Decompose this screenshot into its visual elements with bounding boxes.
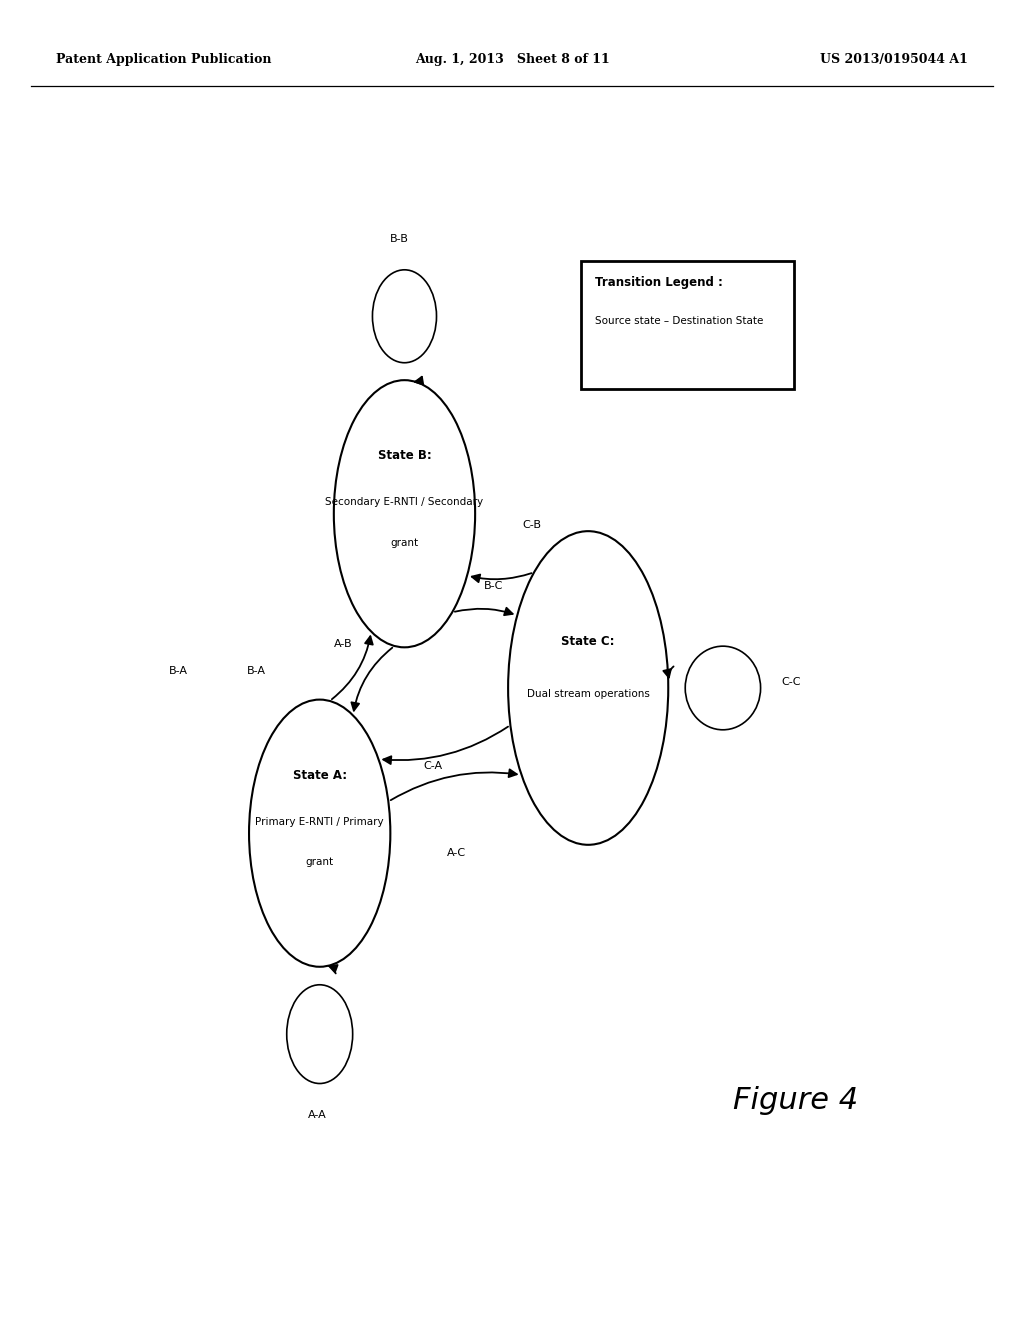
FancyArrowPatch shape [329, 965, 338, 973]
Text: C-A: C-A [423, 760, 442, 771]
Text: A-B: A-B [334, 639, 352, 649]
Text: B-A: B-A [169, 665, 187, 676]
Text: A-A: A-A [307, 1110, 327, 1119]
Text: Aug. 1, 2013   Sheet 8 of 11: Aug. 1, 2013 Sheet 8 of 11 [415, 53, 609, 66]
Text: Figure 4: Figure 4 [733, 1086, 858, 1115]
FancyArrowPatch shape [383, 726, 508, 764]
FancyBboxPatch shape [581, 260, 794, 389]
Text: C-C: C-C [781, 677, 801, 688]
Text: Dual stream operations: Dual stream operations [526, 689, 649, 698]
Text: US 2013/0195044 A1: US 2013/0195044 A1 [820, 53, 968, 66]
FancyArrowPatch shape [391, 770, 517, 800]
Ellipse shape [334, 380, 475, 647]
FancyArrowPatch shape [472, 573, 531, 582]
Ellipse shape [249, 700, 390, 966]
FancyArrowPatch shape [332, 636, 373, 700]
Text: grant: grant [305, 857, 334, 867]
FancyArrowPatch shape [415, 376, 423, 384]
Text: Patent Application Publication: Patent Application Publication [56, 53, 271, 66]
Text: B-C: B-C [484, 581, 504, 591]
Text: grant: grant [390, 537, 419, 548]
Text: State B:: State B: [378, 449, 431, 462]
Text: State A:: State A: [293, 768, 347, 781]
Text: A-C: A-C [446, 847, 466, 858]
Ellipse shape [373, 269, 436, 363]
Ellipse shape [685, 647, 761, 730]
FancyArrowPatch shape [351, 648, 392, 710]
Text: State C:: State C: [561, 635, 615, 648]
Text: Primary E-RNTI / Primary: Primary E-RNTI / Primary [255, 817, 384, 826]
Ellipse shape [287, 985, 352, 1084]
Text: Transition Legend :: Transition Legend : [595, 276, 723, 289]
Text: B-B: B-B [390, 234, 410, 244]
FancyArrowPatch shape [664, 667, 674, 677]
Text: C-B: C-B [522, 520, 541, 531]
Text: Secondary E-RNTI / Secondary: Secondary E-RNTI / Secondary [326, 498, 483, 507]
Text: B-A: B-A [247, 665, 266, 676]
Ellipse shape [508, 531, 669, 845]
Text: Source state – Destination State: Source state – Destination State [595, 317, 763, 326]
FancyArrowPatch shape [455, 607, 513, 615]
